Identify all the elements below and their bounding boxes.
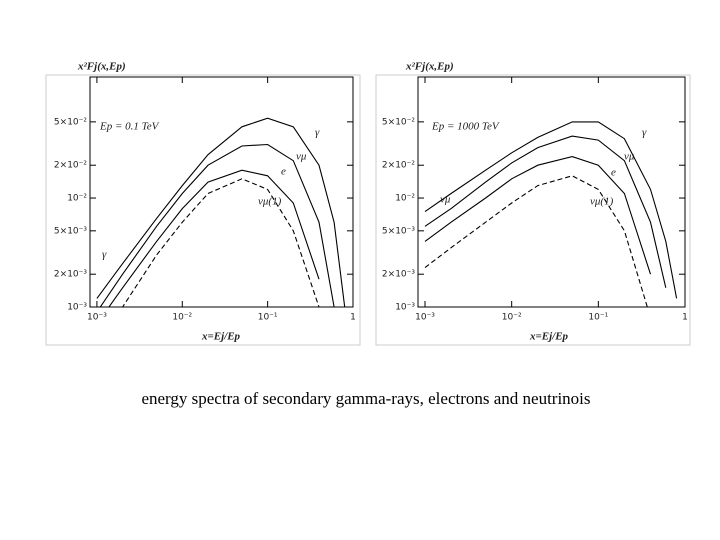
y-tick-label: 10⁻³ (67, 303, 87, 313)
series-line (424, 156, 652, 275)
y-tick-label: 5×10⁻² (382, 117, 415, 127)
annotation: Ep = 0.1 TeV (99, 121, 160, 133)
x-tick-label: 10⁻² (172, 313, 192, 323)
x-tick-label: 1 (350, 313, 356, 323)
y-tick-label: 5×10⁻³ (54, 226, 87, 236)
x-tick-label: 10⁻² (502, 313, 522, 323)
caption: energy spectra of secondary gamma-rays, … (141, 389, 590, 408)
x-tick-label: 1 (682, 313, 688, 323)
series-label: e (281, 166, 286, 178)
y-axis-label: x²Fj(x,Ep) (405, 61, 454, 73)
x-axis-label: x=Ej/Ep (529, 331, 569, 343)
series-label: νμ (296, 151, 307, 163)
x-tick-label: 10⁻¹ (258, 313, 278, 323)
x-tick-label: 10⁻³ (87, 313, 107, 323)
series-line (108, 169, 320, 307)
x-tick-label: 10⁻¹ (588, 313, 608, 323)
y-tick-label: 5×10⁻³ (382, 226, 415, 236)
y-tick-label: 2×10⁻³ (54, 270, 87, 280)
series-label: νμ (440, 194, 451, 206)
series-line (424, 121, 678, 299)
series-label: γ (102, 249, 107, 261)
series-label: γ (315, 127, 320, 139)
series-line (424, 135, 667, 288)
series-label: νμ(1) (258, 196, 282, 208)
plot-frame (89, 76, 354, 308)
series-label: γ (642, 127, 647, 139)
x-tick-label: 10⁻³ (415, 313, 435, 323)
figure-border (375, 74, 691, 346)
series-label: e (611, 167, 616, 179)
y-tick-label: 10⁻² (395, 194, 415, 204)
series-label: νμ (624, 151, 635, 163)
series-line (424, 175, 648, 307)
annotation: Ep = 1000 TeV (431, 121, 500, 133)
y-tick-label: 10⁻³ (395, 303, 415, 313)
figure-border (45, 74, 361, 346)
series-line (99, 143, 335, 307)
series-line (121, 178, 320, 307)
y-axis-label: x²Fj(x,Ep) (77, 61, 126, 73)
y-tick-label: 2×10⁻² (382, 161, 415, 171)
x-axis-label: x=Ej/Ep (201, 331, 241, 343)
series-line (96, 117, 346, 307)
y-tick-label: 2×10⁻³ (382, 270, 415, 280)
y-tick-label: 2×10⁻² (54, 161, 87, 171)
y-tick-label: 5×10⁻² (54, 117, 87, 127)
y-tick-label: 10⁻² (67, 194, 87, 204)
plot-frame (417, 76, 686, 308)
series-label: νμ(1) (590, 196, 614, 208)
